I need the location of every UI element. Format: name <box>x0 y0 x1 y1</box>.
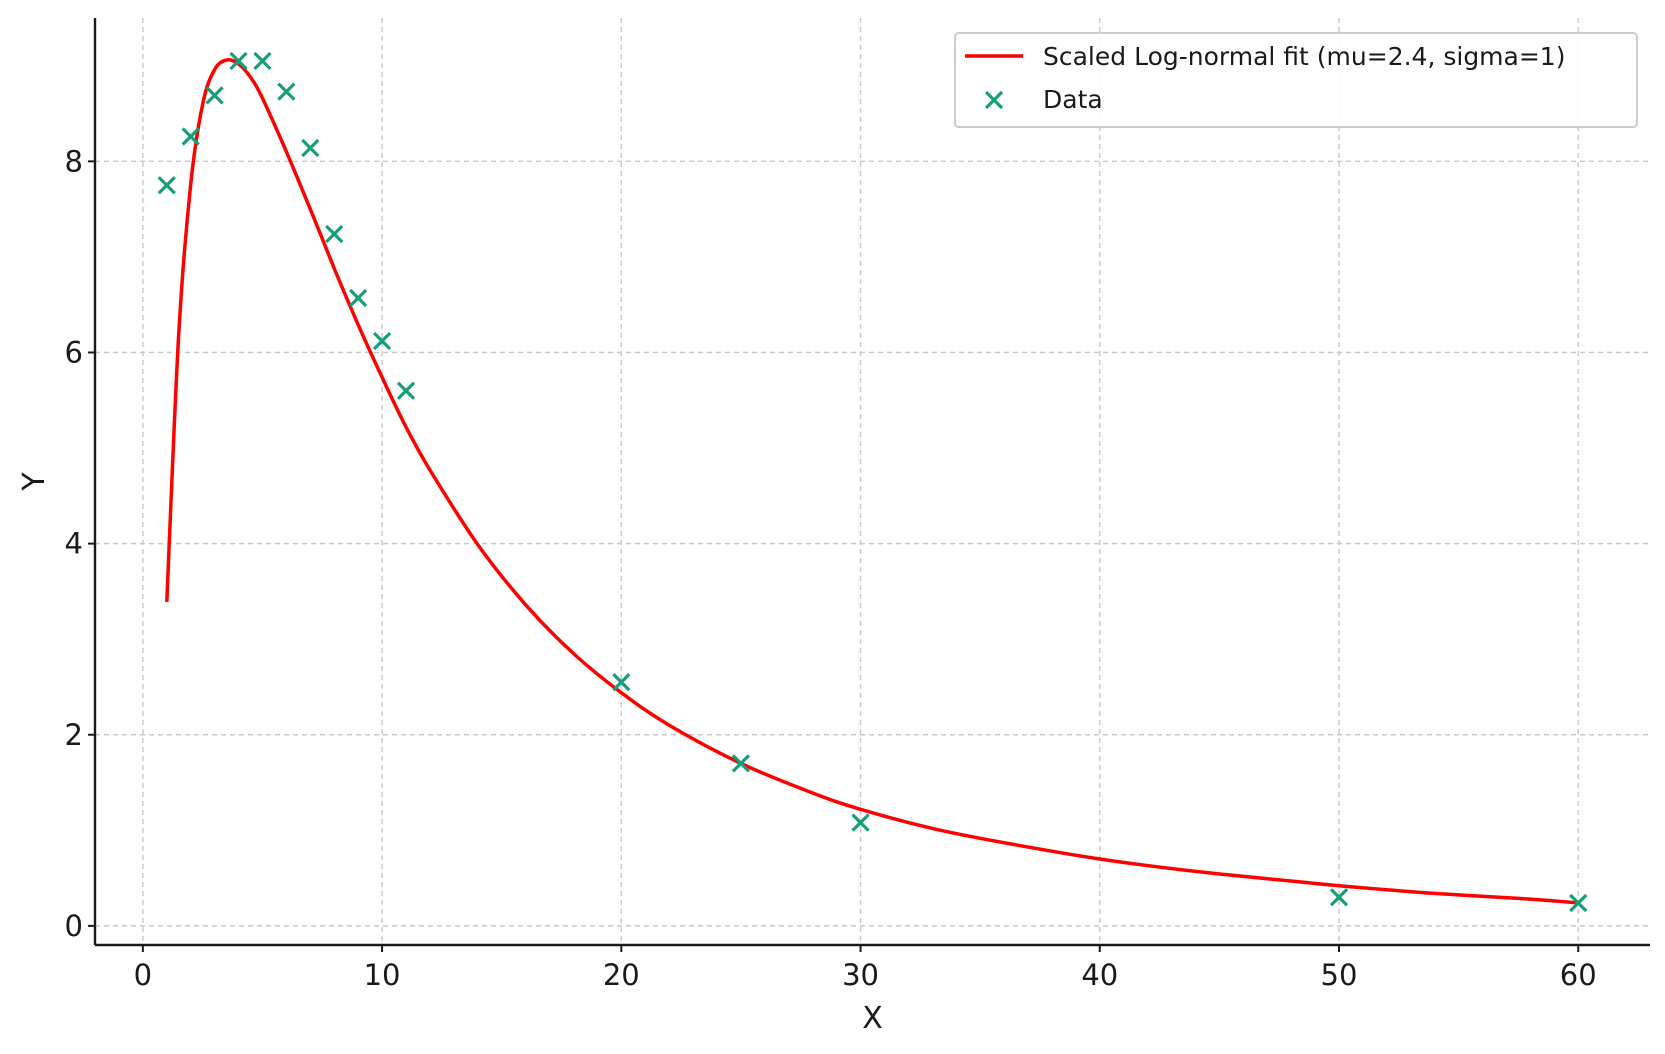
data-point-marker <box>372 331 392 351</box>
data-point-marker <box>205 86 224 105</box>
data-point-marker <box>851 813 870 832</box>
legend-label-fit: Scaled Log-normal fit (mu=2.4, sigma=1) <box>1043 42 1565 71</box>
marker-stroke <box>731 754 751 773</box>
x-tick-label: 30 <box>842 958 879 992</box>
marker-stroke <box>157 176 176 195</box>
x-tick-label: 10 <box>364 958 401 992</box>
data-point-marker <box>277 82 296 101</box>
data-point-marker <box>396 381 416 400</box>
y-tick-label: 2 <box>65 718 83 752</box>
y-tick-label: 6 <box>65 335 83 369</box>
marker-stroke <box>301 138 320 158</box>
marker-stroke <box>277 82 296 101</box>
y-tick-label: 4 <box>65 527 83 561</box>
marker-stroke <box>984 90 1004 110</box>
x-tick-label: 40 <box>1081 958 1118 992</box>
marker-stroke <box>396 381 416 400</box>
series <box>157 51 1588 913</box>
x-axis-label: X <box>862 1001 883 1036</box>
data-point-marker <box>301 138 320 158</box>
x-tick-label: 0 <box>134 958 152 992</box>
marker-stroke <box>325 224 344 244</box>
legend-x-marker <box>984 90 1004 110</box>
data-point-marker <box>612 673 631 692</box>
legend-label-data: Data <box>1043 85 1103 114</box>
y-axis-label: Y <box>17 472 52 492</box>
data-point-marker <box>229 51 248 71</box>
data-point-marker <box>325 224 344 244</box>
marker-stroke <box>612 673 631 692</box>
x-tick-label: 20 <box>603 958 640 992</box>
y-tick-label: 8 <box>65 144 83 178</box>
data-point-marker <box>1329 888 1349 907</box>
data-point-marker <box>253 51 272 71</box>
marker-stroke <box>1569 893 1588 913</box>
legend-box <box>954 32 1638 128</box>
marker-stroke <box>372 331 392 351</box>
legend-marker-swatch <box>984 90 1004 110</box>
marker-stroke <box>1329 888 1349 907</box>
data-point-marker <box>157 176 176 195</box>
marker-stroke <box>851 813 870 832</box>
marker-stroke <box>229 51 248 71</box>
fit-curve-line <box>165 58 1579 905</box>
axes <box>93 18 1650 947</box>
data-point-marker <box>181 127 200 146</box>
x-tick-label: 60 <box>1560 958 1597 992</box>
data-point-marker <box>1569 893 1588 913</box>
x-tick-label: 50 <box>1321 958 1358 992</box>
y-tick-label: 0 <box>65 909 83 943</box>
marker-stroke <box>181 127 200 146</box>
data-point-marker <box>731 754 751 773</box>
marker-stroke <box>205 86 224 105</box>
marker-stroke <box>349 288 368 308</box>
tick-labels: 0 10 20 30 40 50 60 0 2 4 6 8 <box>65 144 1597 992</box>
data-point-marker <box>349 288 368 308</box>
marker-stroke <box>253 51 272 71</box>
legend: Scaled Log-normal fit (mu=2.4, sigma=1) … <box>954 32 1638 128</box>
grid-lines <box>95 18 1650 945</box>
